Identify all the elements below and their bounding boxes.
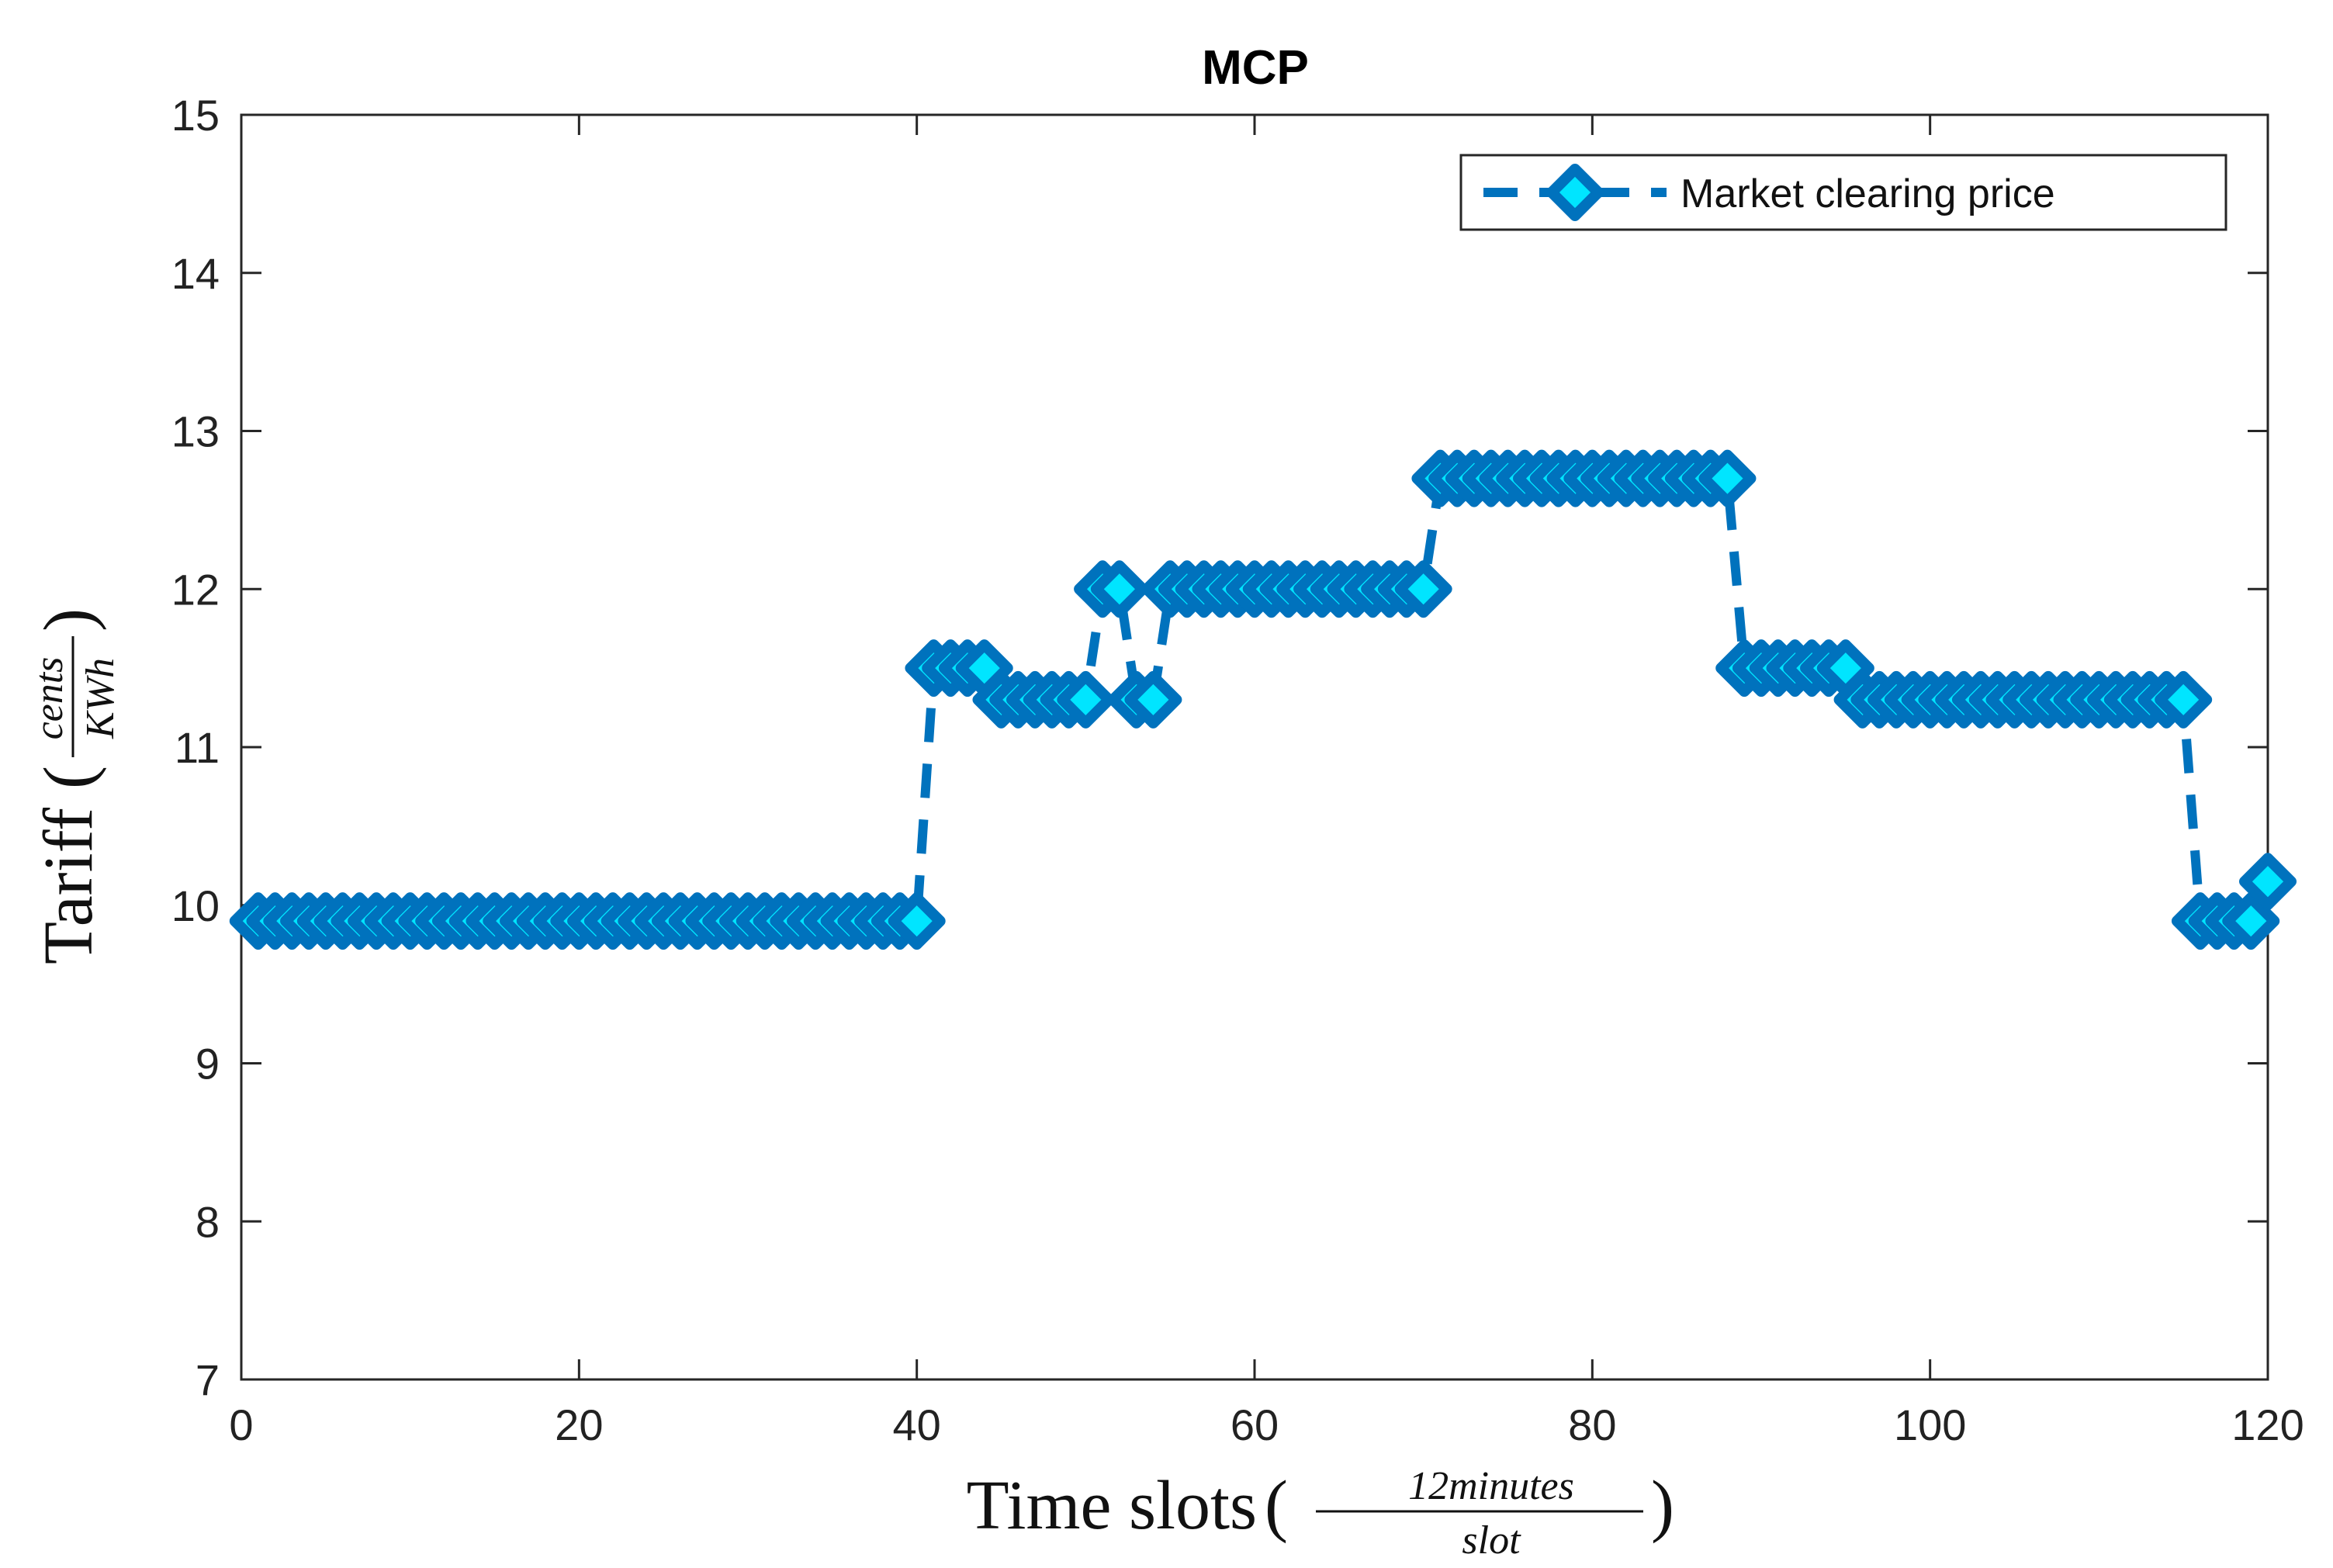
- y-tick-label: 15: [171, 91, 220, 140]
- y-axis-label-paren-open: (: [30, 766, 107, 789]
- data-point: [888, 892, 946, 950]
- y-axis: 7 8 9 10 11 12 13 14 15: [171, 91, 2268, 1404]
- x-axis-label: Time slots ( 12minutes slot ): [967, 1464, 1674, 1563]
- legend-label: Market clearing price: [1681, 171, 2055, 216]
- y-tick-label: 13: [171, 407, 220, 456]
- y-tick-label: 7: [196, 1355, 220, 1404]
- data-point: [1124, 670, 1182, 729]
- x-axis-label-denominator: slot: [1462, 1518, 1521, 1563]
- legend: Market clearing price: [1459, 154, 2227, 231]
- data-point: [1394, 560, 1452, 618]
- x-tick-label: 120: [2231, 1400, 2304, 1449]
- y-tick-label: 12: [171, 565, 220, 614]
- x-tick-label: 0: [229, 1400, 253, 1449]
- x-tick-label: 60: [1231, 1400, 1279, 1449]
- y-tick-label: 11: [175, 723, 220, 772]
- x-axis-label-paren-open: (: [1265, 1467, 1288, 1544]
- x-axis: 0 20 40 60 80 100 120: [229, 115, 2304, 1449]
- x-tick-label: 20: [555, 1400, 603, 1449]
- data-point: [1090, 560, 1148, 618]
- data-point: [1698, 449, 1757, 507]
- x-axis-label-numerator: 12minutes: [1408, 1464, 1574, 1508]
- chart-title: MCP: [1202, 41, 1309, 95]
- data-point: [2222, 892, 2280, 950]
- data-point: [2155, 670, 2213, 729]
- y-axis-label-denominator: KWh: [78, 658, 123, 739]
- x-tick-label: 80: [1568, 1400, 1616, 1449]
- data-point: [1057, 670, 1115, 729]
- x-tick-label: 40: [893, 1400, 941, 1449]
- x-axis-label-paren-close: ): [1651, 1467, 1674, 1544]
- y-axis-label-paren-close: ): [30, 608, 107, 632]
- y-tick-label: 14: [171, 249, 220, 298]
- x-tick-label: 100: [1894, 1400, 1966, 1449]
- y-axis-label: Tariff ( cents KWh ): [27, 608, 123, 964]
- series-marker-group: [229, 449, 2297, 950]
- y-axis-label-numerator: cents: [27, 657, 71, 740]
- data-point: [2239, 853, 2297, 911]
- plot-area: [240, 113, 2269, 1381]
- y-axis-label-text: Tariff: [30, 808, 107, 964]
- x-axis-label-text: Time slots: [967, 1467, 1257, 1544]
- y-tick-label: 8: [196, 1197, 220, 1246]
- legend-marker-sample: [1546, 164, 1604, 221]
- y-tick-label: 9: [196, 1040, 220, 1089]
- y-tick-label: 10: [171, 881, 220, 930]
